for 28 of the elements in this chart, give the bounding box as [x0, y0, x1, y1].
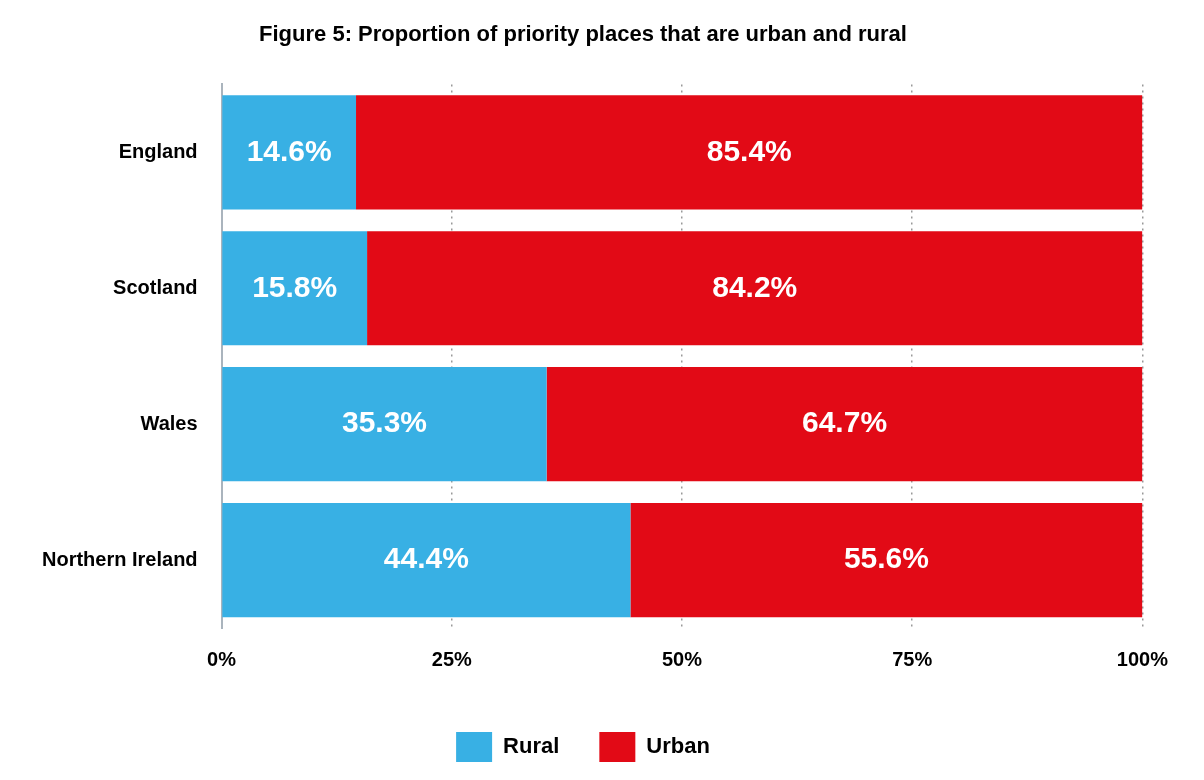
data-label: 55.6%: [843, 541, 929, 575]
legend-label: Rural: [503, 733, 560, 759]
y-tick-label: Scotland: [113, 275, 198, 298]
x-tick-label: 25%: [431, 647, 473, 670]
data-label: 35.3%: [341, 405, 428, 439]
legend-label: Urban: [646, 733, 710, 759]
y-tick-label: Northern Ireland: [42, 547, 198, 570]
bar: [222, 367, 547, 482]
x-tick-label: 100%: [1116, 647, 1169, 670]
bar: [222, 231, 368, 346]
bar: [356, 95, 1143, 210]
y-tick-label: Wales: [140, 411, 198, 434]
data-label: 85.4%: [706, 133, 792, 167]
bar: [546, 367, 1143, 482]
bar: [630, 502, 1143, 618]
x-tick-label: 50%: [661, 647, 703, 670]
data-label: 84.2%: [712, 269, 798, 303]
bar: [222, 95, 357, 210]
y-tick-label: England: [118, 139, 198, 162]
data-label: 14.6%: [246, 133, 332, 167]
x-tick-label: 0%: [207, 647, 237, 670]
bar: [367, 231, 1143, 346]
data-label: 15.8%: [252, 269, 338, 303]
chart-title: Figure 5: Proportion of priority places that are urban and rural: [259, 21, 907, 47]
x-tick-label: 75%: [892, 647, 933, 670]
data-label: 64.7%: [801, 405, 888, 439]
data-label: 44.4%: [383, 541, 469, 575]
bar: [222, 502, 631, 618]
